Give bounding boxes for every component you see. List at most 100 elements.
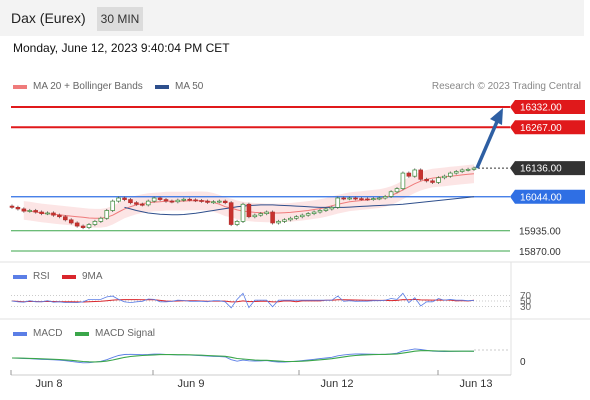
candle-body	[459, 169, 465, 172]
macd-legend-label: MACD	[33, 328, 63, 339]
candle-body	[116, 197, 121, 202]
candle-body	[234, 221, 240, 225]
ma20-swatch-icon	[13, 84, 27, 89]
rsi-swatch-icon	[13, 274, 27, 279]
candle-body	[453, 171, 459, 174]
candle-body	[311, 211, 317, 214]
candle-body	[359, 198, 364, 200]
candle-body	[33, 210, 38, 213]
candle-body	[211, 201, 216, 204]
candle-body	[240, 203, 246, 222]
legend-macd: MACD	[13, 328, 62, 339]
rsi-ma-swatch-icon	[62, 274, 76, 279]
level-tag-shape-1	[510, 120, 585, 135]
level-tag-2: 16136.00	[510, 161, 585, 176]
ma20-legend-label: MA 20 + Bollinger Bands	[33, 81, 143, 92]
candle-body	[371, 198, 376, 200]
candle-body	[246, 203, 252, 218]
candle-body	[217, 200, 222, 203]
candle-body	[145, 200, 151, 206]
level-label-4: 15935.00	[519, 227, 561, 238]
rsi-level-label-50: 50	[520, 297, 532, 308]
candle-body	[228, 202, 234, 225]
candle-body	[98, 217, 104, 222]
candle-body	[270, 211, 275, 224]
level-label-5: 15870.00	[519, 247, 561, 258]
ma50-swatch-icon	[155, 84, 169, 89]
candle-body	[264, 211, 269, 214]
macd-swatch-icon	[13, 331, 27, 336]
rsi-level-label-70: 70	[520, 291, 532, 302]
candle-body	[175, 199, 181, 203]
legend-rsi: RSI	[13, 271, 50, 282]
candle-body	[258, 213, 264, 216]
ma50-line	[124, 196, 475, 216]
candle-body	[282, 219, 287, 222]
candle-body	[110, 200, 115, 211]
candle-body	[299, 214, 305, 218]
level-label-2: 16136.00	[520, 164, 562, 175]
x-tick-label-0: Jun 8	[36, 378, 63, 390]
candle-body	[68, 219, 74, 224]
candle-body	[288, 217, 293, 221]
candle-body	[424, 178, 429, 182]
candle-body	[151, 197, 157, 202]
legend-ma20: MA 20 + Bollinger Bands	[13, 81, 143, 92]
candle-body	[104, 210, 110, 219]
rsi-ma-line	[11, 298, 475, 303]
candle-body	[57, 214, 62, 218]
candle-body	[9, 205, 15, 208]
copyright-text: Research © 2023 Trading Central	[431, 81, 581, 92]
candle-body	[163, 199, 169, 202]
candle-body	[436, 177, 441, 183]
projection-arrow-shaft	[475, 116, 501, 169]
rsi-ma-legend-label: 9MA	[82, 271, 103, 282]
candle-body	[157, 197, 163, 200]
candle-body	[199, 200, 204, 202]
interval-tab[interactable]: 30 MIN	[97, 7, 143, 31]
candle-body	[323, 208, 329, 211]
candle-body	[27, 210, 33, 212]
rsi-line	[11, 292, 475, 309]
candle-body	[317, 210, 323, 213]
instrument-title: Dax (Eurex)	[11, 10, 86, 26]
candle-body	[394, 188, 400, 193]
candle-body	[80, 225, 86, 228]
candle-body	[353, 197, 358, 200]
candle-body	[169, 200, 175, 203]
level-tag-3: 16044.00	[510, 189, 585, 204]
candle-body	[276, 221, 281, 224]
macd-signal-swatch-icon	[75, 331, 89, 336]
candle-body	[329, 207, 335, 210]
bollinger-band-area	[23, 164, 475, 228]
candle-body	[45, 212, 50, 215]
candle-body	[335, 197, 341, 208]
level-tag-shape-3	[510, 189, 585, 204]
x-tick-label-3: Jun 13	[459, 378, 492, 390]
candle-body	[430, 180, 435, 183]
macd-signal-legend-label: MACD Signal	[95, 328, 156, 339]
legend-rsi-ma: 9MA	[62, 271, 103, 282]
candle-body	[418, 169, 423, 180]
x-tick-label-1: Jun 9	[178, 378, 205, 390]
macd-signal-line	[11, 350, 474, 363]
candle-body	[92, 221, 98, 225]
candle-body	[205, 200, 210, 203]
candle-body	[347, 197, 352, 200]
candle-body	[412, 169, 418, 177]
candle-body	[406, 172, 412, 177]
candle-body	[181, 198, 187, 201]
level-tag-0: 16332.00	[510, 100, 585, 114]
level-label-0: 16332.00	[520, 103, 562, 114]
header-bar: Dax (Eurex) 30 MIN	[0, 0, 584, 36]
candle-body	[140, 203, 145, 206]
candle-body	[128, 199, 133, 204]
candle-body	[305, 213, 311, 216]
candle-body	[400, 172, 406, 190]
candle-body	[86, 224, 92, 228]
candle-body	[222, 200, 228, 204]
level-tag-shape-2	[510, 161, 585, 176]
candle-body	[294, 216, 299, 219]
rsi-level-label-30: 30	[520, 302, 532, 313]
